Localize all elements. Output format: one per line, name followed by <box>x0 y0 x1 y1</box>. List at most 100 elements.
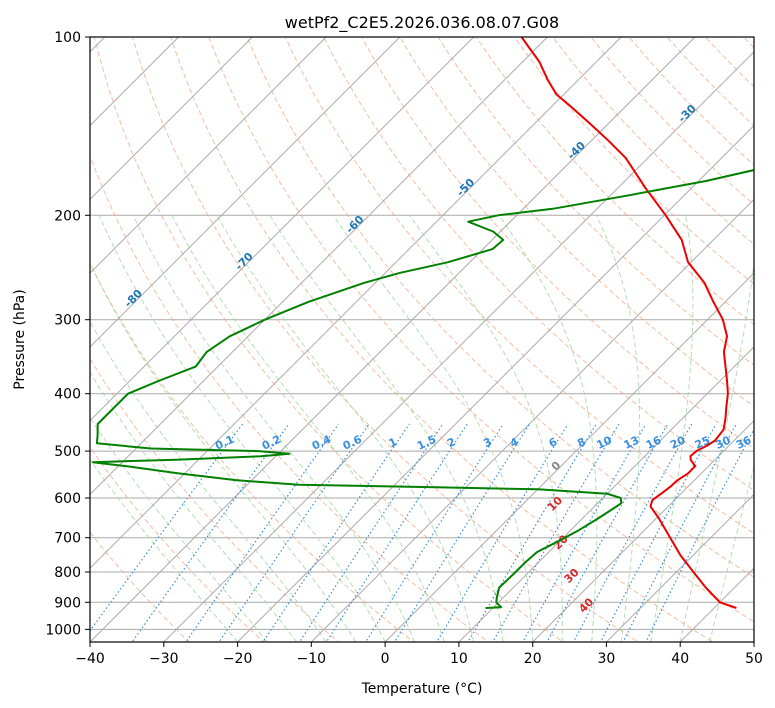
y-tick-label: 300 <box>54 313 81 329</box>
isotherm-line <box>310 198 754 642</box>
moist-adiabat-line <box>98 215 386 642</box>
dry-adiabats <box>90 37 754 642</box>
moist-adiabat-line <box>90 458 238 642</box>
mixing-ratio-label: 16 <box>644 433 664 451</box>
mixing-ratio-line <box>492 423 620 642</box>
mixing-ratio-line <box>365 423 504 642</box>
mixing-ratio-line <box>325 423 468 642</box>
x-axis-label: Temperature (°C) <box>361 681 483 697</box>
mixing-ratio-label: 10 <box>595 433 615 451</box>
y-tick-label: 100 <box>54 30 81 46</box>
moist-adiabat-line <box>709 464 754 642</box>
dry-adiabat-line <box>590 37 754 206</box>
x-tick-label: 50 <box>745 651 763 667</box>
mixing-ratio-line <box>645 428 754 642</box>
dry-adiabat-line <box>437 37 754 366</box>
y-tick-label: 900 <box>54 595 81 611</box>
y-tick-label: 700 <box>54 531 81 547</box>
x-tick-label: 20 <box>524 651 542 667</box>
mixing-ratio-line <box>393 423 531 642</box>
y-tick-label: 1000 <box>45 622 81 638</box>
mixing-ratio-label: 30 <box>713 433 733 451</box>
plot-background <box>90 37 754 642</box>
moist-adiabat-line <box>90 262 357 642</box>
dewpoint-profile-line <box>91 169 754 609</box>
mixing-ratio-label: 13 <box>622 434 641 452</box>
isotherm-line <box>90 37 622 569</box>
moist-adiabat-line <box>408 215 563 642</box>
moist-adiabat-line <box>679 259 754 642</box>
x-tick-label: 30 <box>597 651 615 667</box>
isotherm-line <box>532 419 754 642</box>
x-tick-label: 40 <box>671 651 689 667</box>
moist-adiabat-line <box>595 215 640 642</box>
moist-adiabat-line <box>90 416 268 642</box>
plot-frame <box>89 36 755 643</box>
x-tick-label: 10 <box>450 651 468 667</box>
profile-series <box>91 37 754 609</box>
mixing-ratio-line <box>218 423 370 642</box>
dry-adiabat-line <box>246 37 754 578</box>
dry-adiabat-line <box>475 37 754 326</box>
isotherm-line <box>163 51 754 642</box>
mixing-ratio-label: 20 <box>668 433 688 451</box>
dry-adiabat-line <box>90 531 190 642</box>
isotherm-line <box>90 37 253 201</box>
y-tick-label: 400 <box>54 387 81 403</box>
dry-adiabat-line <box>628 37 754 166</box>
mixing-ratio-label: 25 <box>693 434 712 452</box>
x-axis: −40 −30 −20 −10 0 10 20 30 40 50 <box>75 642 763 667</box>
mixing-ratio-lines <box>90 423 754 642</box>
mixing-ratio-label: 36 <box>734 433 754 451</box>
mixing-ratio-line <box>599 423 717 642</box>
x-tick-label: −40 <box>75 651 105 667</box>
y-tick-label: 500 <box>54 444 81 460</box>
dry-adiabat-line <box>132 37 639 642</box>
moist-adiabat-line <box>650 215 694 642</box>
mixing-ratio-line <box>298 423 444 642</box>
mixing-ratio-line <box>467 423 597 642</box>
y-tick-label: 200 <box>54 208 81 224</box>
moist-adiabat-line <box>90 371 297 642</box>
isotherm-line <box>90 37 401 348</box>
moist-adiabat-line <box>498 215 598 642</box>
background-lines <box>90 37 754 642</box>
isotherm-line <box>90 37 548 496</box>
dry-adiabat-line <box>90 357 340 642</box>
dry-adiabat-line <box>93 37 564 642</box>
isotherm-line <box>90 37 327 274</box>
pressure-gridlines <box>90 37 754 630</box>
dry-adiabat-line <box>323 37 754 492</box>
isotherm-line <box>90 37 696 642</box>
moist-adiabats <box>90 215 754 642</box>
moist-adiabat-line <box>90 320 327 642</box>
y-tick-label: 800 <box>54 565 81 581</box>
dry-adiabat-line <box>361 37 754 449</box>
isotherm-line <box>384 272 754 642</box>
isotherm-line <box>90 37 475 422</box>
temperature-profile-line <box>520 37 737 609</box>
mixing-ratio-line <box>436 423 569 642</box>
x-tick-label: −10 <box>297 651 327 667</box>
moist-adiabat-line <box>132 215 416 642</box>
chart-title: wetPf2_C2E5.2026.036.08.07.G08 <box>285 13 559 33</box>
x-tick-label: −30 <box>149 651 179 667</box>
mixing-ratio-line <box>622 423 737 642</box>
dry-adiabat-line <box>284 37 754 535</box>
isotherm-line <box>606 493 754 642</box>
x-tick-label: 0 <box>381 651 390 667</box>
dry-adiabat-line <box>208 37 754 623</box>
isotherm-line <box>237 124 754 642</box>
dry-adiabat-line <box>513 37 754 285</box>
dry-adiabat-line <box>90 154 490 642</box>
moist-adiabat-line <box>269 215 504 642</box>
isotherms <box>90 37 754 642</box>
dry-adiabat-line <box>170 37 714 642</box>
y-tick-label: 600 <box>54 491 81 507</box>
dry-adiabat-line <box>399 37 754 408</box>
y-axis: 100 200 300 400 500 600 700 800 900 1000 <box>45 30 90 638</box>
mixing-ratio-line <box>131 423 290 642</box>
dry-adiabat-line <box>90 262 415 642</box>
x-tick-label: −20 <box>223 651 253 667</box>
